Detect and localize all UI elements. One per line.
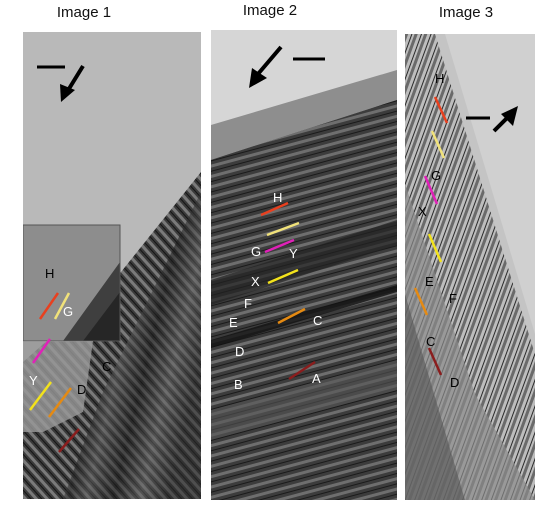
label-g: G bbox=[431, 168, 441, 183]
image-1-title: Image 1 bbox=[56, 4, 112, 21]
marker-g bbox=[430, 130, 446, 159]
label-h: H bbox=[435, 71, 444, 86]
label-e: E bbox=[425, 274, 434, 289]
marker-x bbox=[267, 268, 299, 285]
label-g: G bbox=[251, 244, 261, 259]
marker-y-2 bbox=[29, 381, 52, 411]
image-3-panel: H G X E F C D bbox=[405, 34, 535, 500]
label-f: F bbox=[449, 291, 457, 306]
image-2-panel: H G Y X F E C D B A bbox=[211, 30, 397, 500]
image-3-photo: H G X E F C D bbox=[405, 34, 535, 500]
marker-y-1 bbox=[31, 338, 52, 364]
marker-g bbox=[266, 221, 300, 237]
marker-g bbox=[53, 292, 71, 320]
image-3-title: Image 3 bbox=[438, 4, 494, 21]
marker-d bbox=[58, 428, 80, 453]
label-b: B bbox=[234, 377, 243, 392]
marker-c bbox=[277, 307, 306, 325]
label-d: D bbox=[450, 375, 459, 390]
label-d: D bbox=[235, 344, 244, 359]
label-y: Y bbox=[29, 373, 38, 388]
marker-x bbox=[423, 175, 439, 205]
marker-y bbox=[264, 238, 295, 254]
label-h: H bbox=[273, 190, 282, 205]
label-y: Y bbox=[289, 246, 298, 261]
image-2-title: Image 2 bbox=[242, 2, 298, 19]
label-a: A bbox=[312, 371, 321, 386]
image-1-photo: H G C Y D bbox=[23, 32, 201, 499]
marker-h bbox=[433, 96, 449, 124]
label-x: X bbox=[251, 274, 260, 289]
marker-c bbox=[413, 287, 429, 316]
label-f: F bbox=[244, 296, 252, 311]
marker-a bbox=[288, 360, 316, 381]
label-e: E bbox=[229, 315, 238, 330]
marker-c bbox=[48, 387, 72, 418]
label-h: H bbox=[45, 266, 54, 281]
label-c: C bbox=[102, 359, 111, 374]
label-c: C bbox=[426, 334, 435, 349]
label-c: C bbox=[313, 313, 322, 328]
label-x: X bbox=[418, 204, 427, 219]
marker-h bbox=[38, 292, 60, 320]
image-1-panel: H G C Y D bbox=[23, 32, 201, 499]
marker-e bbox=[427, 233, 443, 263]
marker-d bbox=[427, 347, 443, 376]
label-d: D bbox=[77, 382, 86, 397]
label-g: G bbox=[63, 304, 73, 319]
marker-h bbox=[260, 201, 289, 217]
image-2-photo: H G Y X F E C D B A bbox=[211, 30, 397, 500]
